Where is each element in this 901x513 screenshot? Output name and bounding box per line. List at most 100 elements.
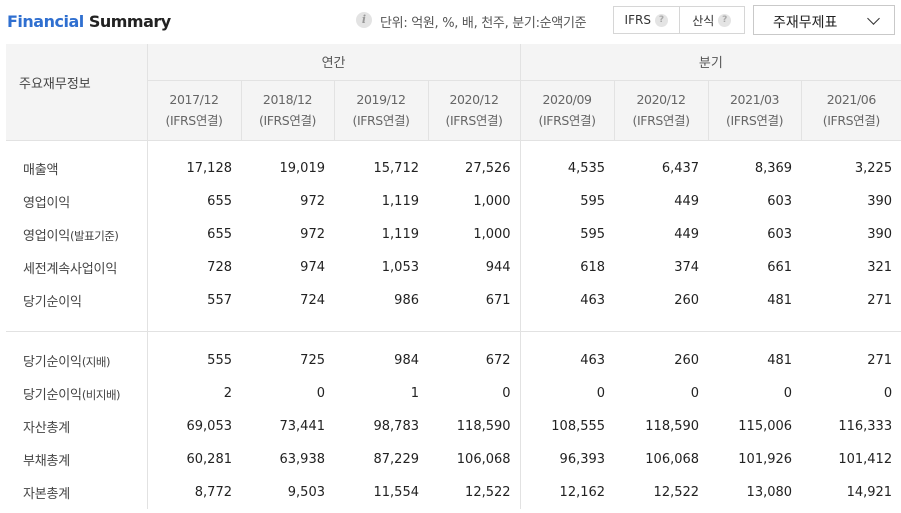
- unit-text: 단위: 억원, %, 배, 천주, 분기:순액기준: [380, 16, 587, 31]
- value-cell: 12,522: [465, 485, 511, 500]
- period-date: 2017/12: [169, 92, 219, 107]
- row-label: 매출액: [6, 152, 148, 185]
- value-cell: 106,068: [645, 452, 700, 467]
- value-cell: 17,128: [186, 161, 233, 176]
- period-basis: (IFRS연결): [352, 113, 410, 128]
- period-date: 2020/12: [449, 92, 499, 107]
- value-cell: 8,369: [754, 161, 793, 176]
- toggle-formula[interactable]: 산식 ?: [678, 7, 745, 33]
- value-cell: 944: [485, 260, 511, 275]
- value-cell: 118,590: [456, 419, 511, 434]
- value-cell: 69,053: [186, 419, 233, 434]
- value-cell: 0: [519, 377, 615, 410]
- value-cell: 661: [767, 260, 793, 275]
- value-cell: 106,068: [456, 452, 511, 467]
- value-cell: 4,535: [519, 152, 615, 185]
- table-row: 부채총계 60,281 63,938 87,229 106,068 96,393 106,0…: [6, 443, 901, 476]
- period-date: 2021/03: [729, 92, 780, 107]
- row-label: 영업이익(발표기준): [6, 218, 148, 251]
- title-summary: Summary: [88, 12, 171, 31]
- corner-label: 주요재무정보: [6, 44, 147, 141]
- value-cell: 271: [867, 353, 893, 368]
- table-row: 세전계속사업이익 728 974 1,053 944 618 374 661 321: [6, 251, 901, 284]
- value-cell: 271: [867, 293, 893, 308]
- statement-select[interactable]: 주재무제표: [753, 5, 895, 35]
- value-cell: 73,441: [279, 419, 326, 434]
- value-cell: 13,080: [746, 485, 793, 500]
- row-label: 영업이익: [6, 185, 148, 218]
- period-header: 2017/12 (IFRS연결): [146, 80, 241, 141]
- row-label: 부채총계: [6, 443, 148, 476]
- value-cell: 655: [207, 227, 232, 242]
- value-cell: 96,393: [519, 443, 615, 476]
- value-cell: 1,119: [381, 227, 419, 242]
- accounting-toggle: IFRS ? 산식 ?: [613, 6, 745, 34]
- row-label-text: 영업이익: [23, 229, 71, 244]
- value-cell: 1,000: [473, 227, 511, 242]
- row-label-text: 당기순이익: [23, 295, 82, 310]
- row-label: 당기순이익(지배): [6, 344, 148, 377]
- value-cell: 3,225: [854, 161, 893, 176]
- period-header: 2020/09 (IFRS연결): [519, 80, 615, 141]
- value-cell: 12,162: [519, 476, 615, 509]
- question-icon[interactable]: ?: [654, 13, 668, 27]
- value-cell: 87,229: [373, 452, 420, 467]
- value-cell: 463: [519, 284, 615, 317]
- value-cell: 481: [767, 293, 793, 308]
- toggle-ifrs[interactable]: IFRS ?: [614, 7, 679, 33]
- row-label-text: 매출액: [23, 163, 59, 178]
- value-cell: 19,019: [279, 161, 326, 176]
- value-cell: 108,555: [519, 410, 615, 443]
- value-cell: 14,921: [846, 485, 893, 500]
- value-cell: 15,712: [373, 161, 420, 176]
- group-annual: 연간: [146, 44, 521, 81]
- value-cell: 0: [316, 386, 325, 401]
- value-cell: 27,526: [465, 161, 511, 176]
- value-cell: 12,522: [653, 485, 700, 500]
- table-row: 영업이익(발표기준) 655 972 1,119 1,000 595 449 603 390: [6, 218, 901, 251]
- question-icon[interactable]: ?: [718, 13, 732, 27]
- page-title: Financial Summary: [7, 12, 171, 31]
- row-label-text: 세전계속사업이익: [23, 262, 118, 277]
- period-basis: (IFRS연결): [632, 113, 690, 128]
- period-date: 2019/12: [356, 92, 406, 107]
- value-cell: 557: [207, 293, 232, 308]
- period-header: 2018/12 (IFRS연결): [240, 80, 334, 141]
- period-basis: (IFRS연결): [538, 113, 596, 128]
- value-cell: 595: [519, 185, 615, 218]
- value-cell: 671: [485, 293, 511, 308]
- period-header: 2020/12 (IFRS연결): [427, 80, 521, 141]
- row-label-sub: (발표기준): [70, 229, 119, 243]
- row-label: 자산총계: [6, 410, 148, 443]
- row-label: 당기순이익: [6, 284, 148, 317]
- value-cell: 463: [519, 344, 615, 377]
- value-cell: 725: [300, 353, 325, 368]
- period-header: 2021/03 (IFRS연결): [707, 80, 802, 141]
- info-icon[interactable]: i: [356, 12, 372, 28]
- row-label: 자본총계: [6, 476, 148, 509]
- row-label-text: 부채총계: [23, 454, 71, 469]
- value-cell: 972: [300, 194, 325, 209]
- value-cell: 655: [207, 194, 232, 209]
- value-cell: 260: [674, 353, 700, 368]
- value-cell: 260: [674, 293, 700, 308]
- value-cell: 672: [485, 353, 511, 368]
- value-cell: 0: [883, 386, 893, 401]
- value-cell: 603: [767, 227, 793, 242]
- table-row: 영업이익 655 972 1,119 1,000 595 449 603 390: [6, 185, 901, 218]
- value-cell: 974: [300, 260, 325, 275]
- value-cell: 449: [674, 194, 700, 209]
- row-label-sub: (지배): [81, 355, 111, 369]
- period-basis: (IFRS연결): [726, 113, 784, 128]
- period-date: 2018/12: [262, 92, 313, 107]
- table-row: 당기순이익(지배) 555 725 984 672 463 260 481 271: [6, 344, 901, 377]
- value-cell: 728: [207, 260, 232, 275]
- value-cell: 2: [223, 386, 232, 401]
- period-basis: (IFRS연결): [822, 113, 880, 128]
- value-cell: 449: [674, 227, 700, 242]
- toggle-ifrs-label: IFRS: [624, 13, 651, 27]
- table-row: 매출액 17,128 19,019 15,712 27,526 4,535 6,437 8,3…: [6, 152, 901, 185]
- value-cell: 98,783: [373, 419, 420, 434]
- value-cell: 116,333: [838, 419, 893, 434]
- value-cell: 0: [690, 386, 700, 401]
